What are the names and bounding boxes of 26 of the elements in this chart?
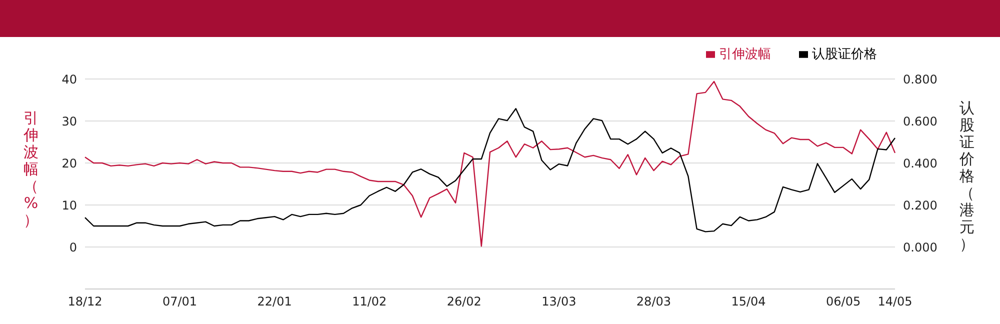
text: 认股证价格（港元） bbox=[960, 99, 974, 253]
y-axis-title: 引伸波幅（%） bbox=[22, 109, 40, 229]
x-tick-label: 22/01 bbox=[257, 294, 292, 309]
y2-tick-label: 0.400 bbox=[903, 156, 938, 170]
y-tick-label: 20 bbox=[62, 156, 77, 170]
x-tick-label: 11/02 bbox=[352, 294, 387, 309]
x-tick-label: 07/01 bbox=[162, 294, 198, 309]
y-tick-label: 0 bbox=[69, 240, 77, 254]
x-tick-label: 28/03 bbox=[636, 294, 672, 309]
y2-tick-label: 0.000 bbox=[903, 240, 938, 254]
x-tick-label: 06/05 bbox=[826, 294, 861, 309]
x-tick-label: 14/05 bbox=[878, 294, 912, 309]
x-tick-label: 15/04 bbox=[731, 294, 766, 309]
y2-tick-label: 0.200 bbox=[903, 198, 938, 212]
y2-tick-label: 0.800 bbox=[903, 72, 938, 86]
y-tick-label: 30 bbox=[62, 114, 77, 128]
x-tick-label: 18/12 bbox=[68, 294, 102, 309]
legend-label: 认股证价格 bbox=[812, 47, 877, 62]
y2-tick-label: 0.600 bbox=[903, 114, 938, 128]
legend-label: 引伸波幅 bbox=[719, 47, 771, 62]
x-tick-label: 13/03 bbox=[542, 294, 576, 309]
y-tick-label: 40 bbox=[62, 72, 77, 86]
line-series bbox=[84, 108, 896, 232]
y-tick-label: 10 bbox=[62, 198, 77, 212]
x-tick-label: 26/02 bbox=[446, 294, 482, 309]
line-series bbox=[84, 80, 896, 247]
